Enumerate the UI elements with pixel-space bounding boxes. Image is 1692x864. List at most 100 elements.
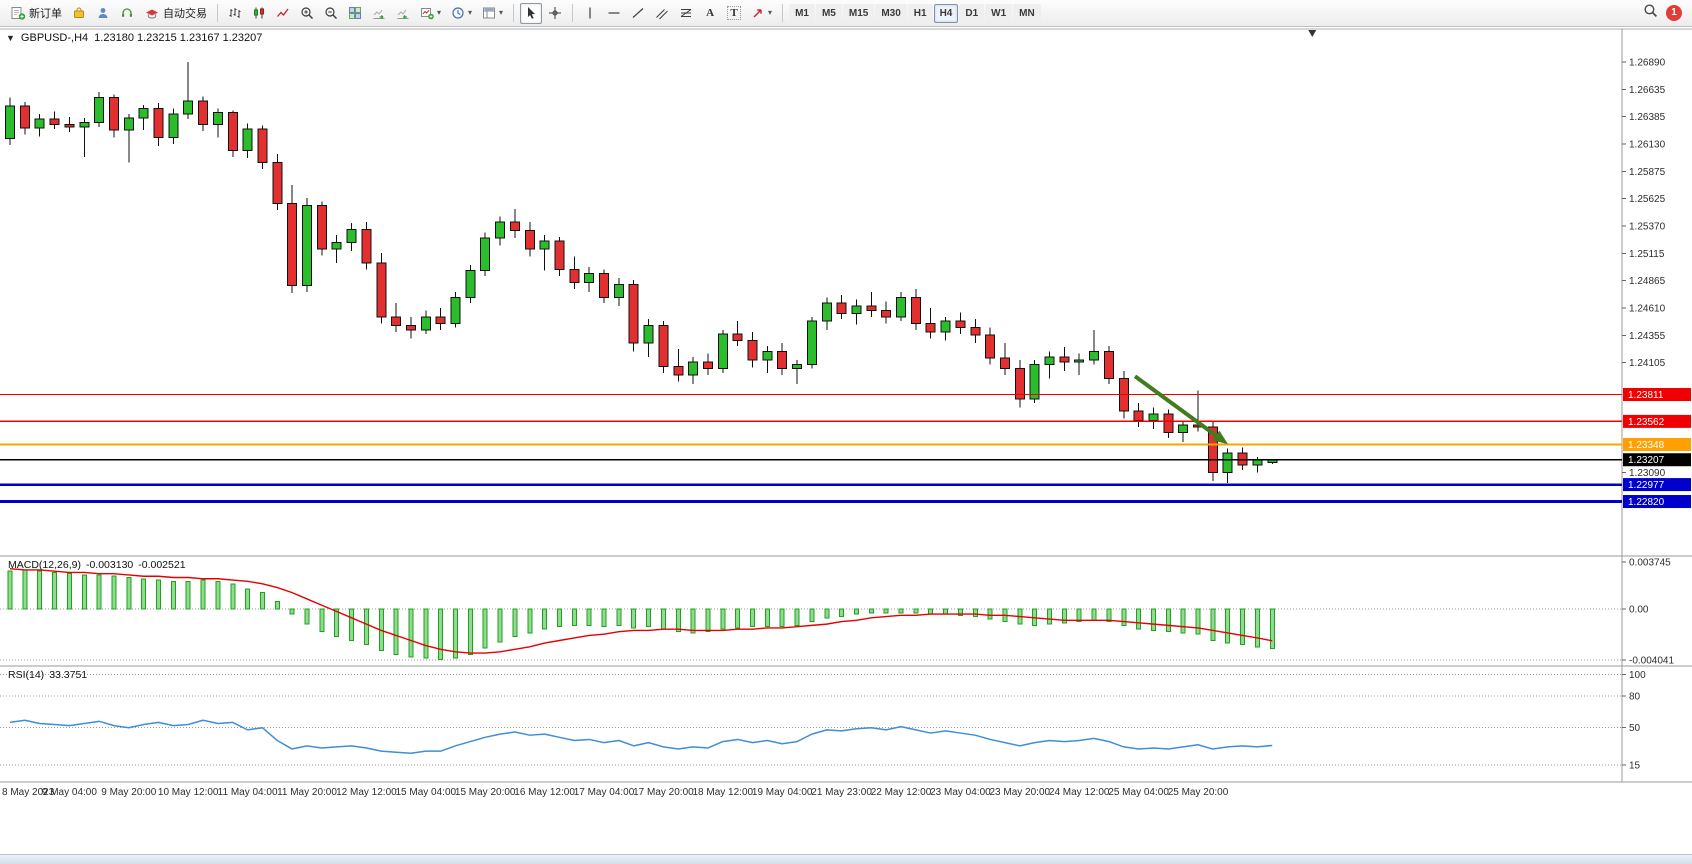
svg-text:1.25625: 1.25625 xyxy=(1629,194,1666,205)
trendline-icon xyxy=(631,6,645,20)
zoom-in-button[interactable] xyxy=(296,3,318,24)
svg-text:21 May 23:00: 21 May 23:00 xyxy=(811,787,872,798)
macd-histogram-bar xyxy=(764,608,770,628)
candle xyxy=(702,361,713,370)
new-chart-button[interactable]: ▾ xyxy=(416,3,445,24)
chart-shift-icon xyxy=(396,6,410,20)
market-button[interactable] xyxy=(68,3,90,24)
svg-text:25 May 20:00: 25 May 20:00 xyxy=(1168,787,1229,798)
macd-histogram-bar xyxy=(259,592,265,610)
arrows-tool-button[interactable]: ▾ xyxy=(747,3,776,24)
timeframe-button-m5[interactable]: M5 xyxy=(815,3,842,23)
macd-histogram-bar xyxy=(705,608,711,633)
support-button[interactable] xyxy=(116,3,138,24)
candle xyxy=(509,221,520,231)
arrow-tool-icon xyxy=(751,6,765,20)
timeframe-button-m15[interactable]: M15 xyxy=(842,3,875,23)
tile-windows-button[interactable] xyxy=(344,3,366,24)
macd-histogram-bar xyxy=(1240,608,1246,645)
candle xyxy=(910,296,921,324)
svg-text:1.22820: 1.22820 xyxy=(1628,497,1665,508)
macd-histogram-bar xyxy=(943,608,949,615)
timeframe-button-h1[interactable]: H1 xyxy=(907,3,933,23)
chart-shift-button[interactable] xyxy=(392,3,414,24)
macd-histogram-bar xyxy=(660,608,666,630)
periods-button[interactable]: ▾ xyxy=(447,3,476,24)
svg-text:11 May 20:00: 11 May 20:00 xyxy=(277,787,337,798)
candle xyxy=(1163,413,1174,433)
chevron-down-icon: ▾ xyxy=(437,8,442,17)
cursor-icon xyxy=(524,6,538,20)
timeframe-button-d1[interactable]: D1 xyxy=(959,3,985,23)
svg-text:9 May 20:00: 9 May 20:00 xyxy=(101,787,156,798)
candle xyxy=(881,309,892,318)
templates-button[interactable]: ▾ xyxy=(478,3,507,24)
cursor-tool-button[interactable] xyxy=(520,2,543,24)
macd-histogram-bar xyxy=(22,569,28,610)
vertical-line-tool-button[interactable] xyxy=(579,3,601,24)
macd-histogram-bar xyxy=(512,608,518,638)
macd-histogram-bar xyxy=(96,574,102,610)
toolbar-separator xyxy=(513,4,515,22)
candle xyxy=(49,118,60,126)
svg-text:15: 15 xyxy=(1629,761,1641,772)
horizontal-lines-layer: 1.23811 1.23562 1.23348 1.23207 1.22977 1.228… xyxy=(0,388,1691,509)
candle xyxy=(925,322,936,333)
timeframe-button-m1[interactable]: M1 xyxy=(789,3,815,23)
rsi-panel: 100 80 50 15 xyxy=(0,670,1646,772)
line-chart-button[interactable] xyxy=(272,3,294,24)
candle xyxy=(420,316,431,331)
timeframe-button-mn[interactable]: MN xyxy=(1013,3,1041,23)
svg-text:22 May 12:00: 22 May 12:00 xyxy=(871,787,932,798)
macd-histogram-bar xyxy=(126,577,132,610)
community-button[interactable] xyxy=(92,3,114,24)
macd-histogram-bar xyxy=(809,608,815,623)
window-bottom-strip xyxy=(0,854,1692,864)
new-order-button[interactable]: 新订单 xyxy=(6,3,66,24)
macd-histogram-bar xyxy=(779,608,785,628)
svg-text:1.24105: 1.24105 xyxy=(1629,358,1666,369)
timeframe-button-h4[interactable]: H4 xyxy=(933,3,959,23)
auto-scroll-button[interactable] xyxy=(368,3,390,24)
svg-text:1.25115: 1.25115 xyxy=(1629,249,1665,260)
macd-histogram-bar xyxy=(735,608,741,629)
macd-histogram-bar xyxy=(111,575,117,610)
timeframe-button-w1[interactable]: W1 xyxy=(985,3,1013,23)
zoom-out-button[interactable] xyxy=(320,3,342,24)
label-tool-button[interactable]: T xyxy=(723,3,745,24)
candlestick-chart-button[interactable] xyxy=(248,3,270,24)
macd-histogram-bar xyxy=(52,571,58,610)
one-click-trading-toggle-icon[interactable]: ▼ xyxy=(6,33,15,43)
search-icon[interactable] xyxy=(1643,3,1658,23)
notification-badge[interactable]: 1 xyxy=(1666,5,1682,21)
candle xyxy=(940,320,951,333)
trendline-tool-button[interactable] xyxy=(627,3,649,24)
macd-histogram-bar xyxy=(304,608,310,625)
text-tool-button[interactable]: A xyxy=(699,3,721,24)
candle xyxy=(5,105,15,140)
candle xyxy=(985,334,996,359)
svg-text:23 May 20:00: 23 May 20:00 xyxy=(989,787,1050,798)
bar-chart-button[interactable] xyxy=(224,3,246,24)
candle xyxy=(287,202,298,287)
autotrading-button[interactable]: 自动交易 xyxy=(140,3,211,24)
timeframe-button-m30[interactable]: M30 xyxy=(875,3,907,23)
trend-arrow[interactable] xyxy=(1133,374,1228,445)
macd-histogram-bar xyxy=(1269,608,1275,649)
candle xyxy=(836,302,847,315)
rsi-title: RSI(14) xyxy=(8,669,45,681)
channel-tool-button[interactable] xyxy=(651,3,673,24)
channel-icon xyxy=(655,6,669,20)
macd-histogram-bar xyxy=(542,608,548,630)
candle xyxy=(658,324,669,368)
svg-text:1.23090: 1.23090 xyxy=(1629,468,1666,479)
svg-text:1.25875: 1.25875 xyxy=(1629,167,1666,178)
crosshair-tool-button[interactable] xyxy=(544,3,566,24)
horizontal-line-tool-button[interactable] xyxy=(603,3,625,24)
fibonacci-tool-button[interactable] xyxy=(675,3,697,24)
rsi-indicator-label: RSI(14) 33.3751 xyxy=(8,669,87,681)
macd-histogram-bar xyxy=(467,608,473,655)
macd-histogram-bar xyxy=(1165,608,1171,633)
candle xyxy=(1074,359,1085,363)
